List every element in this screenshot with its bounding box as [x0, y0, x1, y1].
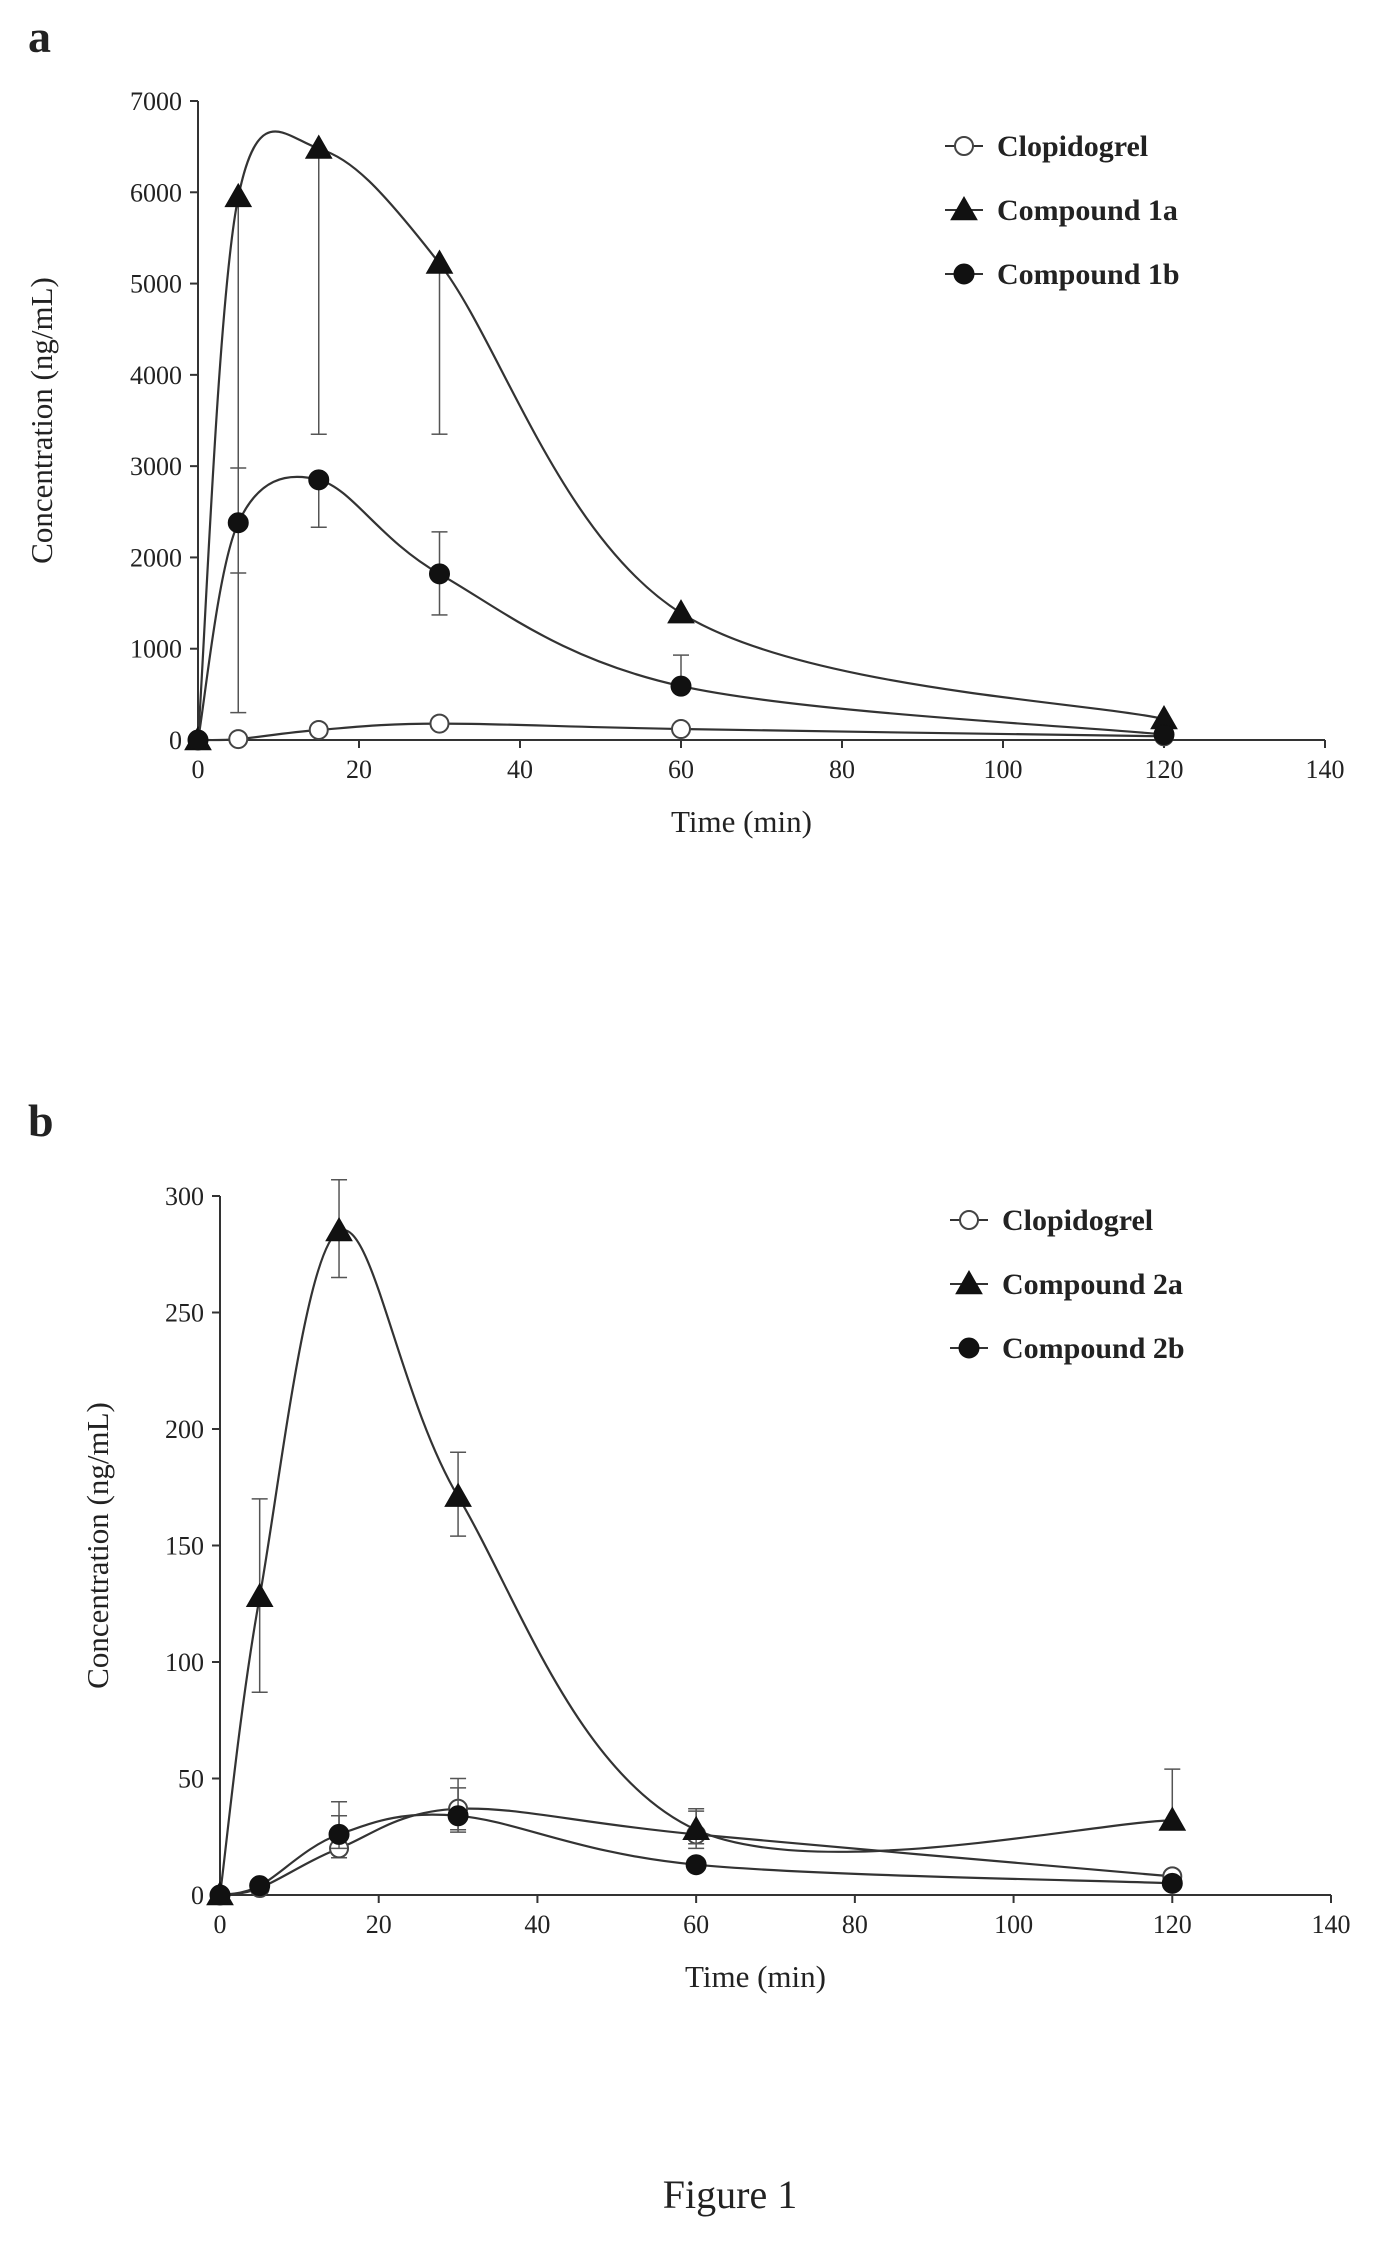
panel-a-x-tick-label: 60: [668, 755, 694, 784]
panel-a-x-tick-label: 40: [507, 755, 533, 784]
panel-a-data-point-compound-1b: [187, 729, 209, 751]
panel-a-x-tick-label: 0: [192, 755, 205, 784]
panel-b-data-point-compound-2a: [245, 1582, 274, 1608]
panel-a-legend-label: Compound 1a: [997, 194, 1178, 227]
panel-a-legend-label: Clopidogrel: [997, 130, 1148, 163]
panel-b-data-point-compound-2a: [682, 1815, 711, 1841]
panel-a-series-line-clopidogrel: [197, 722, 1165, 742]
panel-b-series-compound-2a: [206, 1178, 1187, 1906]
panel-a-data-point-clopidogrel: [429, 713, 450, 734]
panel-a-label: a: [28, 11, 51, 62]
panel-b-label: b: [28, 1095, 54, 1146]
panel-a-legend-item-compound-1b: Compound 1b: [945, 258, 1180, 291]
panel-a-x-tick-label: 100: [984, 755, 1023, 784]
panel-b-legend-marker: [959, 1210, 979, 1230]
panel-b-y-tick-label: 50: [178, 1765, 204, 1794]
panel-a-data-point-compound-1a: [304, 134, 333, 159]
panel-b-y-axis-title: Concentration (ng/mL): [80, 1402, 115, 1689]
panel-a-legend-label: Compound 1b: [997, 258, 1180, 291]
panel-a-data-point-clopidogrel: [671, 719, 691, 740]
panel-a-data-point-compound-1b: [1153, 724, 1175, 746]
panel-a-data-point-compound-1b: [429, 563, 450, 585]
panel-a-legend-marker: [954, 136, 974, 156]
panel-a-series-compound-1b: [187, 467, 1175, 751]
panel-a-x-tick-label: 140: [1306, 755, 1345, 784]
panel-b-x-axis-title: Time (min): [685, 1959, 826, 1994]
panel-b-data-point-compound-2b: [685, 1854, 707, 1876]
panel-b-data-point-compound-2a: [1158, 1806, 1187, 1831]
panel-b-y-tick-label: 100: [165, 1648, 204, 1677]
panel-a-y-tick-label: 6000: [130, 178, 182, 207]
panel-b-series-line-compound-2a: [218, 1228, 1173, 1896]
panel-a-y-tick-label: 2000: [130, 543, 182, 572]
panel-b-legend-marker: [955, 1269, 983, 1295]
figure-caption: Figure 1: [663, 2172, 797, 2217]
panel-a-legend-marker: [950, 195, 978, 221]
panel-a-y-tick-label: 4000: [130, 361, 182, 390]
panel-b-y-tick-label: 300: [165, 1182, 204, 1211]
panel-a-y-tick-label: 3000: [130, 452, 182, 481]
chart-panel-b: 0 20 40 60 80 100 120 140 0 50 100 150 200 250 300 Time…: [80, 1178, 1351, 1994]
panel-a-y-tick-label: 1000: [130, 635, 182, 664]
panel-b-x-tick-label: 80: [842, 1910, 868, 1939]
panel-b-data-point-compound-2a: [325, 1216, 353, 1242]
panel-b-legend-marker: [958, 1337, 980, 1359]
panel-b-x-tick-label: 20: [366, 1910, 392, 1939]
panel-b-legend-item-clopidogrel: Clopidogrel: [950, 1204, 1153, 1237]
panel-b-x-tick-label: 60: [683, 1910, 709, 1939]
panel-a-legend-item-compound-1a: Compound 1a: [945, 194, 1178, 227]
panel-b-x-tick-label: 120: [1153, 1910, 1192, 1939]
panel-a-data-point-compound-1b: [227, 512, 249, 534]
panel-b-x-tick-label: 0: [214, 1910, 227, 1939]
panel-b-legend-label: Clopidogrel: [1002, 1204, 1153, 1237]
panel-b-legend-item-compound-2b: Compound 2b: [950, 1332, 1185, 1365]
panel-b-y-tick-label: 150: [165, 1532, 204, 1561]
panel-a-legend-marker: [953, 263, 975, 285]
panel-a-x-tick-label: 120: [1145, 755, 1184, 784]
panel-a-legend-item-clopidogrel: Clopidogrel: [945, 130, 1148, 163]
panel-a-data-point-clopidogrel: [308, 719, 329, 740]
panel-a-data-point-compound-1a: [667, 599, 695, 624]
panel-b-legend-label: Compound 2b: [1002, 1332, 1185, 1365]
panel-a-y-tick-label: 5000: [130, 270, 182, 299]
panel-b-data-point-compound-2b: [328, 1823, 350, 1845]
panel-b-x-tick-label: 100: [994, 1910, 1033, 1939]
panel-b-series-line-clopidogrel: [219, 1807, 1173, 1897]
panel-a-data-point-compound-1b: [308, 469, 330, 491]
panel-b-data-point-compound-2b: [209, 1884, 231, 1906]
panel-a-y-axis-title: Concentration (ng/mL): [24, 277, 59, 564]
panel-b-data-point-compound-2b: [249, 1875, 271, 1897]
panel-a-y-tick-label: 7000: [130, 87, 182, 116]
panel-a-data-point-clopidogrel: [228, 729, 249, 750]
panel-a-data-point-compound-1a: [425, 249, 454, 274]
chart-panel-a: 0 20 40 60 80 100 120 140 0 1000 2000 3000 4000 5000 6…: [24, 87, 1345, 839]
panel-a-data-point-compound-1b: [670, 675, 692, 697]
panel-a-data-point-compound-1a: [224, 182, 253, 208]
panel-b-series-compound-2b: [209, 1787, 1183, 1906]
panel-b-data-point-compound-2b: [1161, 1872, 1183, 1894]
panel-b-x-tick-label: 140: [1312, 1910, 1351, 1939]
panel-b-y-tick-label: 250: [165, 1299, 204, 1328]
panel-a-x-tick-label: 80: [829, 755, 855, 784]
panel-b-legend-label: Compound 2a: [1002, 1268, 1183, 1301]
panel-b-data-point-compound-2a: [444, 1482, 472, 1507]
panel-a-y-tick-label: 0: [169, 726, 182, 755]
panel-b-series-line-compound-2b: [219, 1813, 1173, 1897]
panel-a-x-tick-label: 20: [346, 755, 372, 784]
panel-a-series-line-compound-1a: [196, 130, 1165, 741]
panel-b-y-tick-label: 200: [165, 1415, 204, 1444]
panel-b-y-tick-label: 0: [191, 1881, 204, 1910]
panel-b-x-tick-label: 40: [524, 1910, 550, 1939]
panel-b-legend-item-compound-2a: Compound 2a: [950, 1268, 1183, 1301]
panel-b-data-point-compound-2b: [447, 1805, 469, 1827]
panel-a-x-axis-title: Time (min): [671, 804, 812, 839]
